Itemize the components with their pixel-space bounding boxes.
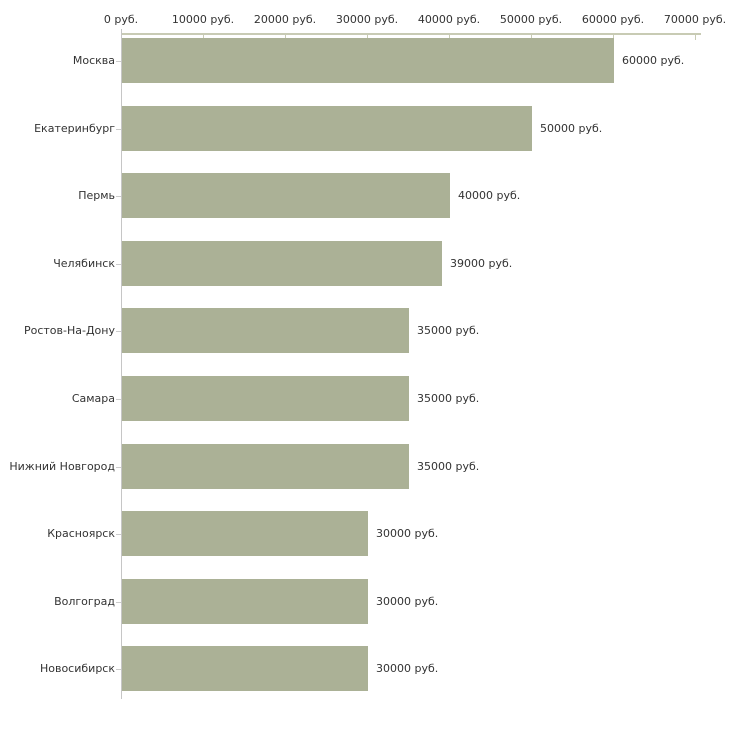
x-axis-tick-label: 10000 руб.	[171, 13, 235, 26]
bar	[122, 646, 368, 691]
category-label: Волгоград	[54, 595, 115, 608]
category-label: Красноярск	[47, 527, 115, 540]
x-axis-tick-label: 30000 руб.	[335, 13, 399, 26]
bar-value-label: 39000 руб.	[450, 257, 513, 270]
bar	[122, 308, 409, 353]
category-tick	[116, 331, 121, 332]
bar-value-label: 35000 руб.	[417, 460, 480, 473]
bar-value-label: 35000 руб.	[417, 324, 480, 337]
x-axis-tick-label: 0 руб.	[103, 13, 139, 26]
x-axis-tick	[367, 33, 368, 40]
x-axis-tick	[449, 33, 450, 40]
category-tick	[116, 129, 121, 130]
bar-value-label: 35000 руб.	[417, 392, 480, 405]
bar	[122, 173, 450, 218]
bar	[122, 444, 409, 489]
category-tick	[116, 467, 121, 468]
bar-value-label: 30000 руб.	[376, 595, 439, 608]
category-label: Екатеринбург	[34, 122, 115, 135]
category-label: Челябинск	[53, 257, 115, 270]
bar	[122, 38, 614, 83]
x-axis-tick	[531, 33, 532, 40]
bar	[122, 106, 532, 151]
y-axis-line	[121, 29, 122, 699]
category-label: Ростов-На-Дону	[23, 324, 115, 337]
x-axis-tick	[613, 33, 614, 40]
x-axis-tick-label: 20000 руб.	[253, 13, 317, 26]
bar-value-label: 60000 руб.	[622, 54, 685, 67]
bar-value-label: 30000 руб.	[376, 662, 439, 675]
category-label: Нижний Новгород	[9, 460, 115, 473]
x-axis-tick	[203, 33, 204, 40]
bar	[122, 241, 442, 286]
category-label: Пермь	[78, 189, 115, 202]
bar-value-label: 50000 руб.	[540, 122, 603, 135]
x-axis-tick-label: 50000 руб.	[499, 13, 563, 26]
category-tick	[116, 196, 121, 197]
category-tick	[116, 669, 121, 670]
x-axis-tick-label: 40000 руб.	[417, 13, 481, 26]
bar	[122, 579, 368, 624]
bar-value-label: 30000 руб.	[376, 527, 439, 540]
bar	[122, 511, 368, 556]
category-tick	[116, 264, 121, 265]
x-axis-tick-label: 60000 руб.	[581, 13, 645, 26]
x-axis-tick-label: 70000 руб.	[663, 13, 727, 26]
category-tick	[116, 602, 121, 603]
bar	[122, 376, 409, 421]
x-axis-line	[121, 33, 701, 35]
x-axis-tick	[695, 33, 696, 40]
category-label: Самара	[71, 392, 115, 405]
category-tick	[116, 399, 121, 400]
x-axis-tick	[285, 33, 286, 40]
category-label: Москва	[72, 54, 115, 67]
category-label: Новосибирск	[39, 662, 115, 675]
category-tick	[116, 61, 121, 62]
category-tick	[116, 534, 121, 535]
bar-value-label: 40000 руб.	[458, 189, 521, 202]
